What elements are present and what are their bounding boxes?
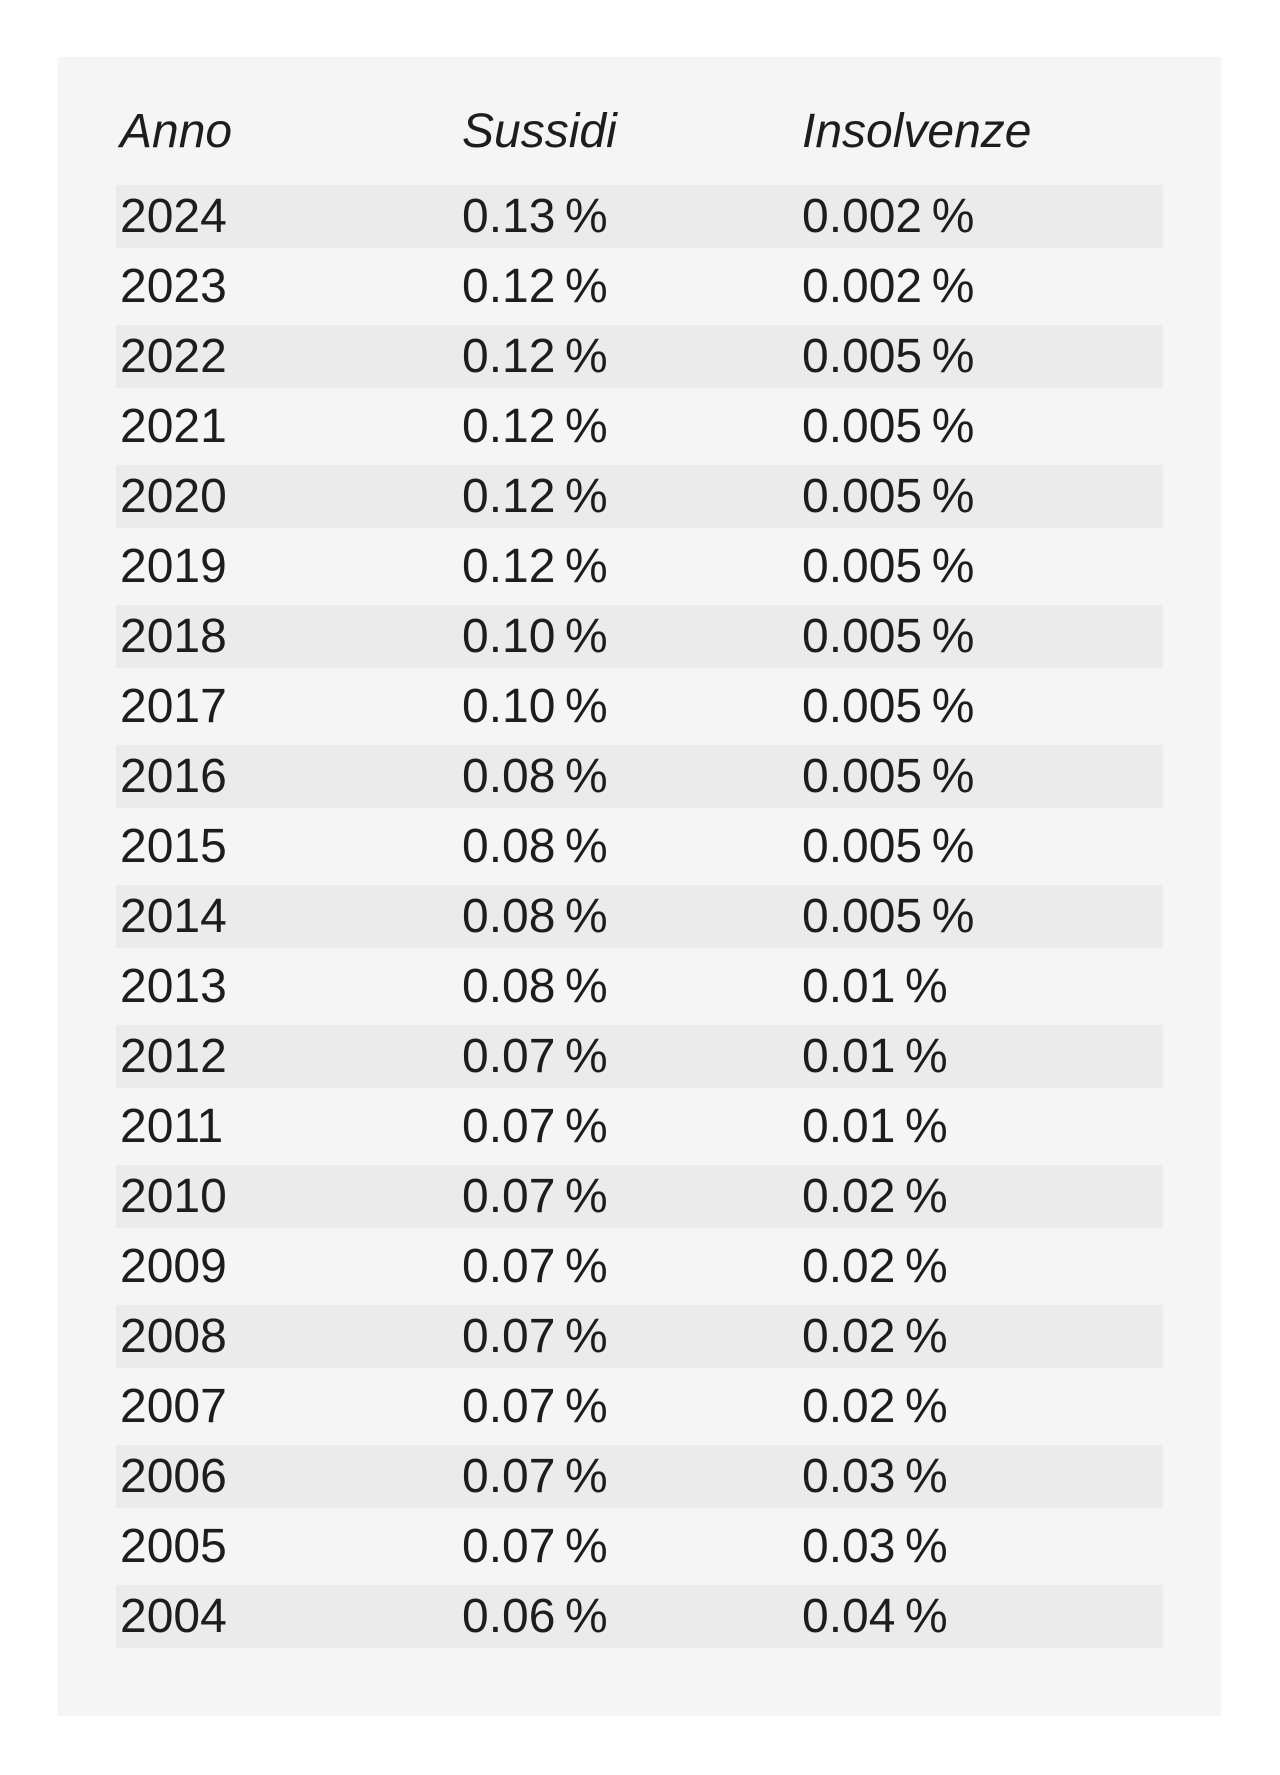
table-row: 2020 0.12 % 0.005 % [116, 465, 1163, 528]
anno-cell: 2020 [116, 465, 458, 528]
column-header-sussidi: Sussidi [462, 104, 617, 158]
column-header-insolvenze: Insolvenze [802, 104, 1032, 158]
table-row: 2018 0.10 % 0.005 % [116, 605, 1163, 668]
table-row: 2011 0.07 % 0.01 % [116, 1095, 1163, 1158]
anno-cell: 2017 [120, 679, 227, 733]
insolvenze-cell: 0.005 % [798, 745, 1163, 808]
insolvenze-cell: 0.03 % [798, 1445, 1163, 1508]
sussidi-cell: 0.08 % [458, 885, 798, 948]
table-card: Anno Sussidi Insolvenze 2024 0.13 % 0.002 … [58, 57, 1221, 1716]
insolvenze-cell: 0.02 % [802, 1379, 948, 1433]
anno-cell: 2008 [116, 1305, 458, 1368]
table-row: 2024 0.13 % 0.002 % [116, 185, 1163, 248]
anno-cell: 2013 [120, 959, 227, 1013]
anno-cell: 2014 [116, 885, 458, 948]
column-header-anno: Anno [120, 104, 233, 158]
table-row: 2004 0.06 % 0.04 % [116, 1585, 1163, 1648]
insolvenze-cell: 0.002 % [798, 185, 1163, 248]
table-row: 2016 0.08 % 0.005 % [116, 745, 1163, 808]
anno-cell: 2023 [120, 259, 227, 313]
sussidi-cell: 0.07 % [458, 1305, 798, 1368]
sussidi-cell: 0.10 % [458, 605, 798, 668]
table-row: 2005 0.07 % 0.03 % [116, 1515, 1163, 1578]
sussidi-cell: 0.12 % [462, 259, 608, 313]
table-row: 2007 0.07 % 0.02 % [116, 1375, 1163, 1438]
anno-cell: 2024 [116, 185, 458, 248]
sussidi-cell: 0.07 % [462, 1239, 608, 1293]
sussidi-cell: 0.08 % [462, 819, 608, 873]
insolvenze-cell: 0.02 % [798, 1165, 1163, 1228]
table-row: 2008 0.07 % 0.02 % [116, 1305, 1163, 1368]
sussidi-cell: 0.12 % [462, 539, 608, 593]
sussidi-cell: 0.07 % [458, 1445, 798, 1508]
anno-cell: 2007 [120, 1379, 227, 1433]
insolvenze-cell: 0.02 % [802, 1239, 948, 1293]
table-row: 2014 0.08 % 0.005 % [116, 885, 1163, 948]
insolvenze-cell: 0.002 % [802, 259, 975, 313]
insolvenze-cell: 0.01 % [798, 1025, 1163, 1088]
table-row: 2022 0.12 % 0.005 % [116, 325, 1163, 388]
insolvenze-cell: 0.005 % [802, 819, 975, 873]
anno-cell: 2005 [120, 1519, 227, 1573]
sussidi-cell: 0.07 % [462, 1519, 608, 1573]
sussidi-cell: 0.06 % [458, 1585, 798, 1648]
anno-cell: 2019 [120, 539, 227, 593]
sussidi-cell: 0.07 % [462, 1099, 608, 1153]
data-table: Anno Sussidi Insolvenze 2024 0.13 % 0.002 … [116, 78, 1163, 1655]
table-row: 2015 0.08 % 0.005 % [116, 815, 1163, 878]
table-row: 2019 0.12 % 0.005 % [116, 535, 1163, 598]
sussidi-cell: 0.08 % [462, 959, 608, 1013]
anno-cell: 2021 [120, 399, 227, 453]
table-row: 2010 0.07 % 0.02 % [116, 1165, 1163, 1228]
anno-cell: 2018 [116, 605, 458, 668]
insolvenze-cell: 0.005 % [802, 539, 975, 593]
sussidi-cell: 0.07 % [458, 1165, 798, 1228]
anno-cell: 2011 [120, 1099, 224, 1153]
insolvenze-cell: 0.005 % [798, 325, 1163, 388]
sussidi-cell: 0.12 % [458, 465, 798, 528]
sussidi-cell: 0.13 % [458, 185, 798, 248]
sussidi-cell: 0.10 % [462, 679, 608, 733]
anno-cell: 2012 [116, 1025, 458, 1088]
sussidi-cell: 0.07 % [462, 1379, 608, 1433]
anno-cell: 2009 [120, 1239, 227, 1293]
table-row: 2023 0.12 % 0.002 % [116, 255, 1163, 318]
insolvenze-cell: 0.005 % [798, 885, 1163, 948]
insolvenze-cell: 0.005 % [798, 605, 1163, 668]
table-row: 2017 0.10 % 0.005 % [116, 675, 1163, 738]
sussidi-cell: 0.12 % [462, 399, 608, 453]
insolvenze-cell: 0.005 % [798, 465, 1163, 528]
insolvenze-cell: 0.005 % [802, 399, 975, 453]
header-row: Anno Sussidi Insolvenze [116, 85, 1163, 178]
table-row: 2006 0.07 % 0.03 % [116, 1445, 1163, 1508]
insolvenze-cell: 0.03 % [802, 1519, 948, 1573]
table-body: 2024 0.13 % 0.002 % 2023 0.12 % 0.002 % 2022 0.… [116, 185, 1163, 1648]
anno-cell: 2006 [116, 1445, 458, 1508]
insolvenze-cell: 0.02 % [798, 1305, 1163, 1368]
table-row: 2013 0.08 % 0.01 % [116, 955, 1163, 1018]
sussidi-cell: 0.07 % [458, 1025, 798, 1088]
table-row: 2009 0.07 % 0.02 % [116, 1235, 1163, 1298]
table-row: 2021 0.12 % 0.005 % [116, 395, 1163, 458]
insolvenze-cell: 0.01 % [802, 1099, 948, 1153]
anno-cell: 2010 [116, 1165, 458, 1228]
insolvenze-cell: 0.01 % [802, 959, 948, 1013]
table-row: 2012 0.07 % 0.01 % [116, 1025, 1163, 1088]
anno-cell: 2004 [116, 1585, 458, 1648]
insolvenze-cell: 0.04 % [798, 1585, 1163, 1648]
sussidi-cell: 0.08 % [458, 745, 798, 808]
anno-cell: 2022 [116, 325, 458, 388]
insolvenze-cell: 0.005 % [802, 679, 975, 733]
anno-cell: 2016 [116, 745, 458, 808]
anno-cell: 2015 [120, 819, 227, 873]
sussidi-cell: 0.12 % [458, 325, 798, 388]
